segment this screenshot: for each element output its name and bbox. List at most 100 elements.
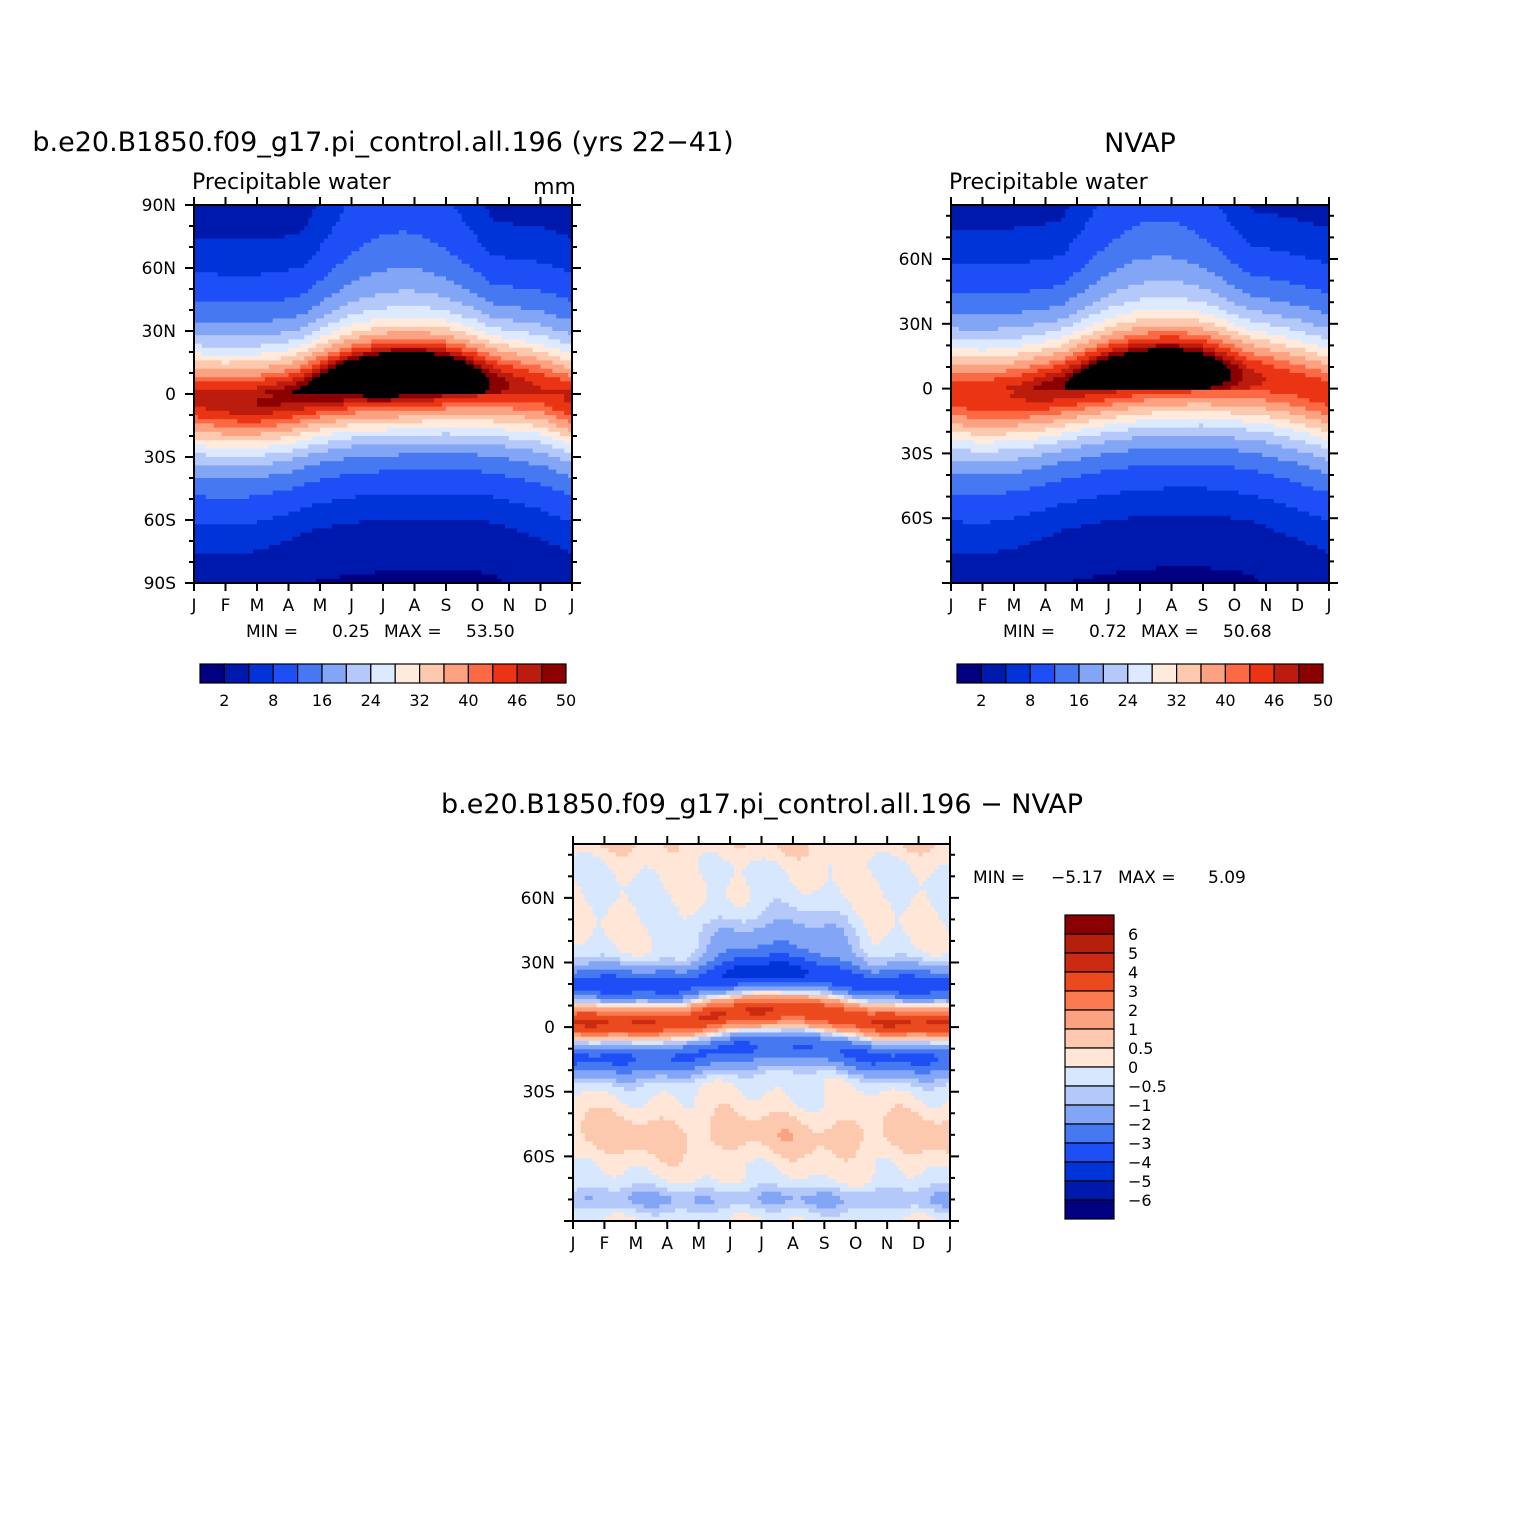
field-cell — [785, 1091, 825, 1096]
field-cell — [544, 373, 569, 378]
field-cell — [1242, 339, 1271, 345]
model-units: mm — [533, 175, 576, 200]
field-cell — [573, 885, 582, 891]
field-cell — [898, 973, 916, 979]
field-cell — [1246, 364, 1275, 370]
field-cell — [1092, 574, 1255, 580]
x-tick-label: J — [947, 596, 953, 616]
field-cell — [272, 461, 321, 466]
field-cell — [312, 352, 329, 357]
field-cell — [753, 990, 782, 996]
field-cell — [465, 343, 486, 349]
field-cell — [698, 860, 731, 866]
field-cell — [331, 431, 443, 437]
field-cell — [895, 994, 951, 1000]
field-cell — [1218, 205, 1251, 210]
field-cell — [1108, 343, 1129, 349]
field-cell — [867, 1007, 951, 1013]
field-cell — [926, 1019, 951, 1025]
field-cell — [1266, 440, 1306, 445]
field-cell — [473, 356, 486, 361]
colorbar-box — [1175, 663, 1202, 684]
field-cell — [390, 398, 435, 403]
field-cell — [1010, 394, 1086, 399]
field-cell — [891, 1053, 896, 1059]
field-cell — [1065, 213, 1094, 219]
field-cell — [351, 322, 463, 328]
field-cell — [820, 1036, 849, 1042]
field-cell — [217, 272, 262, 277]
field-cell — [663, 885, 708, 891]
field-cell — [726, 890, 751, 895]
field-cell — [493, 364, 514, 370]
field-cell — [1309, 398, 1330, 403]
x-tick-label: J — [727, 1234, 733, 1254]
field-cell — [930, 990, 951, 996]
field-cell — [734, 844, 747, 849]
field-cell — [1234, 343, 1255, 349]
field-cell — [257, 402, 282, 408]
field-cell — [1116, 289, 1212, 294]
field-cell — [194, 394, 274, 399]
field-cell — [737, 982, 833, 988]
field-cell — [608, 1019, 633, 1025]
field-cell — [851, 948, 865, 954]
field-cell — [832, 1191, 935, 1197]
field-cell — [1108, 272, 1216, 277]
field-cell — [682, 994, 700, 1000]
field-cell — [276, 381, 297, 387]
field-cell — [926, 1212, 951, 1218]
field-cell — [573, 873, 617, 879]
field-cell — [679, 911, 696, 916]
field-cell — [573, 1124, 582, 1130]
field-cell — [327, 322, 353, 328]
field-cell — [655, 1183, 759, 1189]
field-cell — [808, 1024, 833, 1029]
field-cell — [974, 440, 995, 445]
field-cell — [612, 1061, 629, 1067]
field-cell — [552, 360, 573, 366]
field-cell — [922, 1099, 947, 1105]
field-cell — [194, 305, 313, 311]
field-cell — [635, 844, 664, 849]
field-cell — [469, 226, 546, 231]
field-cell — [1021, 343, 1062, 349]
field-cell — [584, 1024, 598, 1029]
field-cell — [898, 915, 939, 920]
field-cell — [568, 297, 573, 303]
field-cell — [573, 927, 594, 933]
field-cell — [1242, 360, 1263, 366]
field-cell — [371, 272, 435, 277]
field-cell — [667, 848, 680, 853]
field-cell — [1262, 452, 1314, 458]
field-cell — [710, 1036, 731, 1042]
field-cell — [327, 448, 534, 454]
field-cell — [501, 335, 549, 340]
field-cell — [501, 326, 553, 332]
field-cell — [339, 335, 360, 340]
field-cell — [828, 986, 853, 992]
field-cell — [300, 532, 530, 538]
field-cell — [951, 532, 1054, 538]
field-cell — [694, 1078, 715, 1084]
x-tick-label: M — [628, 1234, 643, 1254]
field-cell — [359, 297, 451, 303]
field-cell — [573, 1162, 598, 1168]
field-cell — [627, 1032, 660, 1038]
field-cell — [836, 1153, 857, 1159]
field-cell — [477, 238, 573, 244]
field-cell — [560, 515, 573, 521]
field-cell — [698, 1015, 719, 1021]
field-cell — [951, 209, 1066, 214]
field-cell — [773, 898, 782, 904]
field-cell — [1285, 343, 1318, 349]
field-cell — [1187, 259, 1232, 265]
field-cell — [379, 352, 435, 357]
field-cell — [1080, 473, 1275, 479]
field-cell — [327, 360, 337, 366]
field-cell — [1269, 247, 1330, 252]
field-cell — [327, 364, 337, 370]
field-cell — [573, 961, 590, 967]
field-cell — [544, 343, 573, 349]
